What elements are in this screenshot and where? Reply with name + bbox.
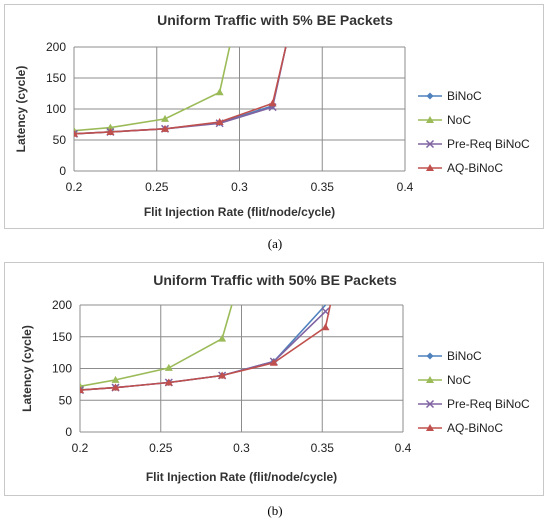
series-line [74, 46, 287, 135]
legend-label: BiNoC [447, 349, 482, 363]
chart-title: Uniform Traffic with 50% BE Packets [153, 272, 397, 288]
legend-item: NoC [418, 373, 471, 387]
legend-label: Pre-Req BiNoC [447, 397, 530, 411]
x-tick-label: 0.3 [231, 180, 248, 194]
x-axis-label: Flit Injection Rate (flit/node/cycle) [146, 470, 337, 484]
x-tick-label: 0.25 [145, 180, 169, 194]
legend-label: NoC [447, 113, 471, 127]
y-tick-label: 50 [59, 393, 73, 407]
data-point [111, 383, 120, 391]
legend-marker [426, 424, 434, 431]
legend-marker [426, 92, 434, 100]
legend-item: AQ-BiNoC [418, 421, 503, 435]
y-tick-label: 0 [59, 164, 66, 178]
legend-label: Pre-Req BiNoC [447, 137, 530, 151]
data-point [215, 118, 224, 126]
chart-a-svg: Uniform Traffic with 5% BE Packets Flit I… [14, 12, 530, 219]
data-point [215, 88, 224, 96]
x-tick-label: 0.4 [397, 180, 414, 194]
data-point [164, 363, 173, 371]
data-point [106, 123, 115, 131]
legend-item: BiNoC [418, 349, 482, 363]
caption-b: (b) [267, 503, 283, 518]
legend-item: AQ-BiNoC [418, 161, 503, 175]
series-pre-req-binoc [74, 46, 287, 138]
chart-title: Uniform Traffic with 5% BE Packets [157, 12, 393, 28]
x-tick-label: 0.4 [395, 441, 412, 455]
legend-item: BiNoC [418, 89, 482, 103]
data-point [161, 124, 170, 132]
legend-item: Pre-Req BiNoC [418, 137, 530, 151]
legend-label: BiNoC [447, 89, 482, 103]
legend-marker [425, 399, 435, 409]
data-point [111, 375, 120, 383]
caption-a: (a) [267, 236, 283, 251]
legend-label: AQ-BiNoC [447, 421, 503, 435]
legend-label: NoC [447, 373, 471, 387]
series-line [74, 46, 231, 132]
x-tick-label: 0.35 [311, 441, 335, 455]
y-tick-label: 150 [52, 330, 72, 344]
chart-panel-b: Uniform Traffic with 50% BE Packets Flit … [4, 262, 544, 496]
data-point [218, 334, 227, 342]
x-tick-label: 0.2 [72, 441, 89, 455]
y-tick-label: 50 [53, 133, 67, 147]
legend-marker [426, 116, 434, 123]
data-point [164, 378, 173, 386]
series-line [74, 46, 287, 135]
x-axis-label: Flit Injection Rate (flit/node/cycle) [144, 205, 335, 219]
data-point [161, 114, 170, 122]
data-point [80, 386, 84, 394]
y-axis-label: Latency (cycle) [14, 66, 28, 153]
data-point [269, 358, 278, 366]
legend-item: Pre-Req BiNoC [418, 397, 530, 411]
series-aq-binoc [80, 304, 332, 394]
y-tick-label: 200 [46, 40, 66, 54]
x-tick-label: 0.2 [66, 180, 83, 194]
chart-panel-a: Uniform Traffic with 5% BE Packets Flit I… [4, 4, 544, 229]
data-point [74, 129, 78, 137]
legend-marker [426, 164, 434, 171]
chart-b-svg: Uniform Traffic with 50% BE Packets Flit … [20, 272, 530, 484]
series-aq-binoc [74, 46, 287, 137]
x-tick-label: 0.3 [233, 441, 250, 455]
y-tick-label: 200 [52, 298, 72, 312]
y-tick-label: 0 [65, 425, 72, 439]
y-axis-label: Latency (cycle) [20, 325, 34, 412]
data-point [321, 323, 330, 331]
legend-marker [425, 139, 435, 149]
data-point [218, 371, 227, 379]
y-tick-label: 150 [46, 71, 66, 85]
series-binoc [74, 46, 287, 138]
series-line [80, 304, 233, 388]
x-tick-label: 0.35 [311, 180, 335, 194]
y-tick-label: 100 [46, 102, 66, 116]
legend-item: NoC [418, 113, 471, 127]
legend-marker [426, 352, 434, 360]
data-point [106, 127, 115, 135]
legend-marker [426, 376, 434, 383]
y-tick-label: 100 [52, 362, 72, 376]
legend-label: AQ-BiNoC [447, 161, 503, 175]
series-line [74, 46, 287, 135]
series-noc [74, 46, 231, 134]
x-tick-label: 0.25 [149, 441, 173, 455]
data-point [268, 99, 277, 107]
